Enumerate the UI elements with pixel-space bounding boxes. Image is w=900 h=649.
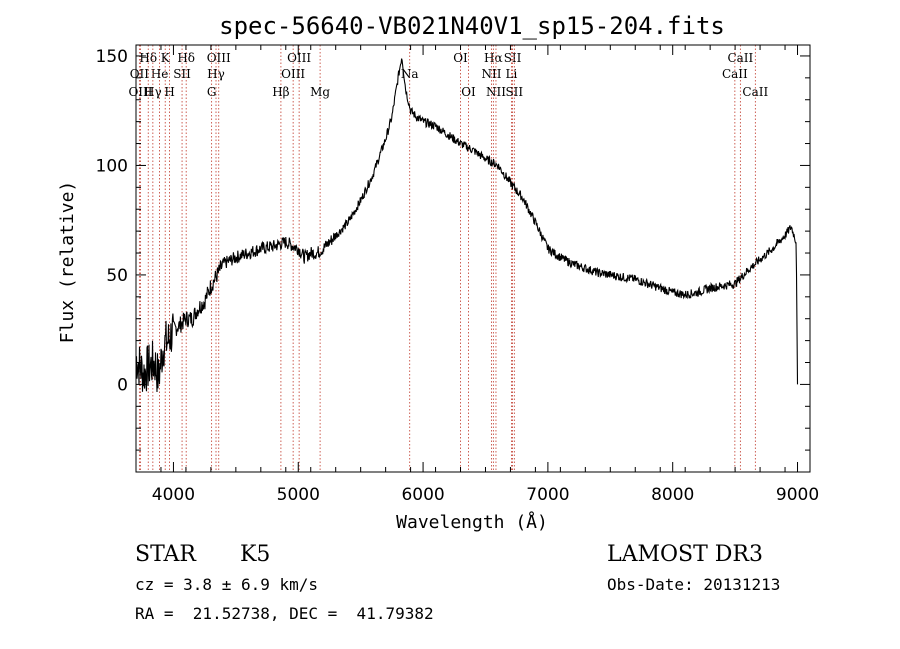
line-label-10: Hγ	[207, 67, 225, 81]
y-tick-label-3: 150	[96, 47, 128, 67]
y-tick-label-0: 0	[117, 375, 128, 395]
x-tick-label-1: 5000	[277, 485, 320, 505]
line-label-25: CaII	[727, 51, 753, 65]
line-label-13: OIII	[281, 67, 305, 81]
line-label-18: OI	[461, 85, 476, 99]
line-label-1: OII	[130, 67, 150, 81]
line-label-4: He	[151, 67, 169, 81]
observation-date: Obs-Date: 20131213	[607, 575, 780, 594]
line-label-0: Hδ	[139, 51, 157, 65]
y-tick-label-1: 50	[106, 266, 128, 286]
line-label-11: G	[207, 85, 217, 99]
line-label-7: SII	[173, 67, 191, 81]
line-label-23: NII	[486, 85, 506, 99]
line-label-17: OI	[453, 51, 468, 65]
spectrum-figure: spec-56640-VB021N40V1_sp15-204.fits Hδ OI…	[0, 0, 900, 649]
x-tick-label-3: 7000	[526, 485, 569, 505]
x-tick-label-5: 9000	[776, 485, 819, 505]
coordinates: RA = 21.52738, DEC = 41.79382	[135, 604, 434, 623]
object-subclass: K5	[240, 542, 270, 567]
line-label-21: NII	[481, 67, 501, 81]
chart-title: spec-56640-VB021N40V1_sp15-204.fits	[219, 12, 725, 40]
y-axis-label: Flux (relative)	[57, 181, 78, 344]
line-label-6: Hδ	[177, 51, 195, 65]
line-label-15: Mg	[310, 85, 330, 99]
y-tick-label-2: 100	[96, 156, 128, 176]
line-label-14: Hβ	[272, 85, 289, 99]
line-label-20: SII	[504, 51, 522, 65]
x-tick-label-2: 6000	[401, 485, 444, 505]
line-label-26: CaII	[722, 67, 748, 81]
redshift-cz: cz = 3.8 ± 6.9 km/s	[135, 575, 318, 594]
line-label-8: H	[164, 85, 174, 99]
x-axis-label: Wavelength (Å)	[396, 511, 548, 533]
survey-name: LAMOST DR3	[607, 542, 763, 567]
line-label-12: OIII	[287, 51, 311, 65]
line-label-9: OIII	[207, 51, 231, 65]
line-label-22: Li	[506, 67, 518, 81]
x-tick-label-0: 4000	[152, 485, 195, 505]
line-label-24: SII	[505, 85, 523, 99]
line-label-27: CaII	[742, 85, 768, 99]
line-label-5: Hγ	[144, 85, 162, 99]
x-tick-label-4: 8000	[651, 485, 694, 505]
object-class: STAR	[135, 542, 197, 567]
line-label-19: Hα	[484, 51, 503, 65]
